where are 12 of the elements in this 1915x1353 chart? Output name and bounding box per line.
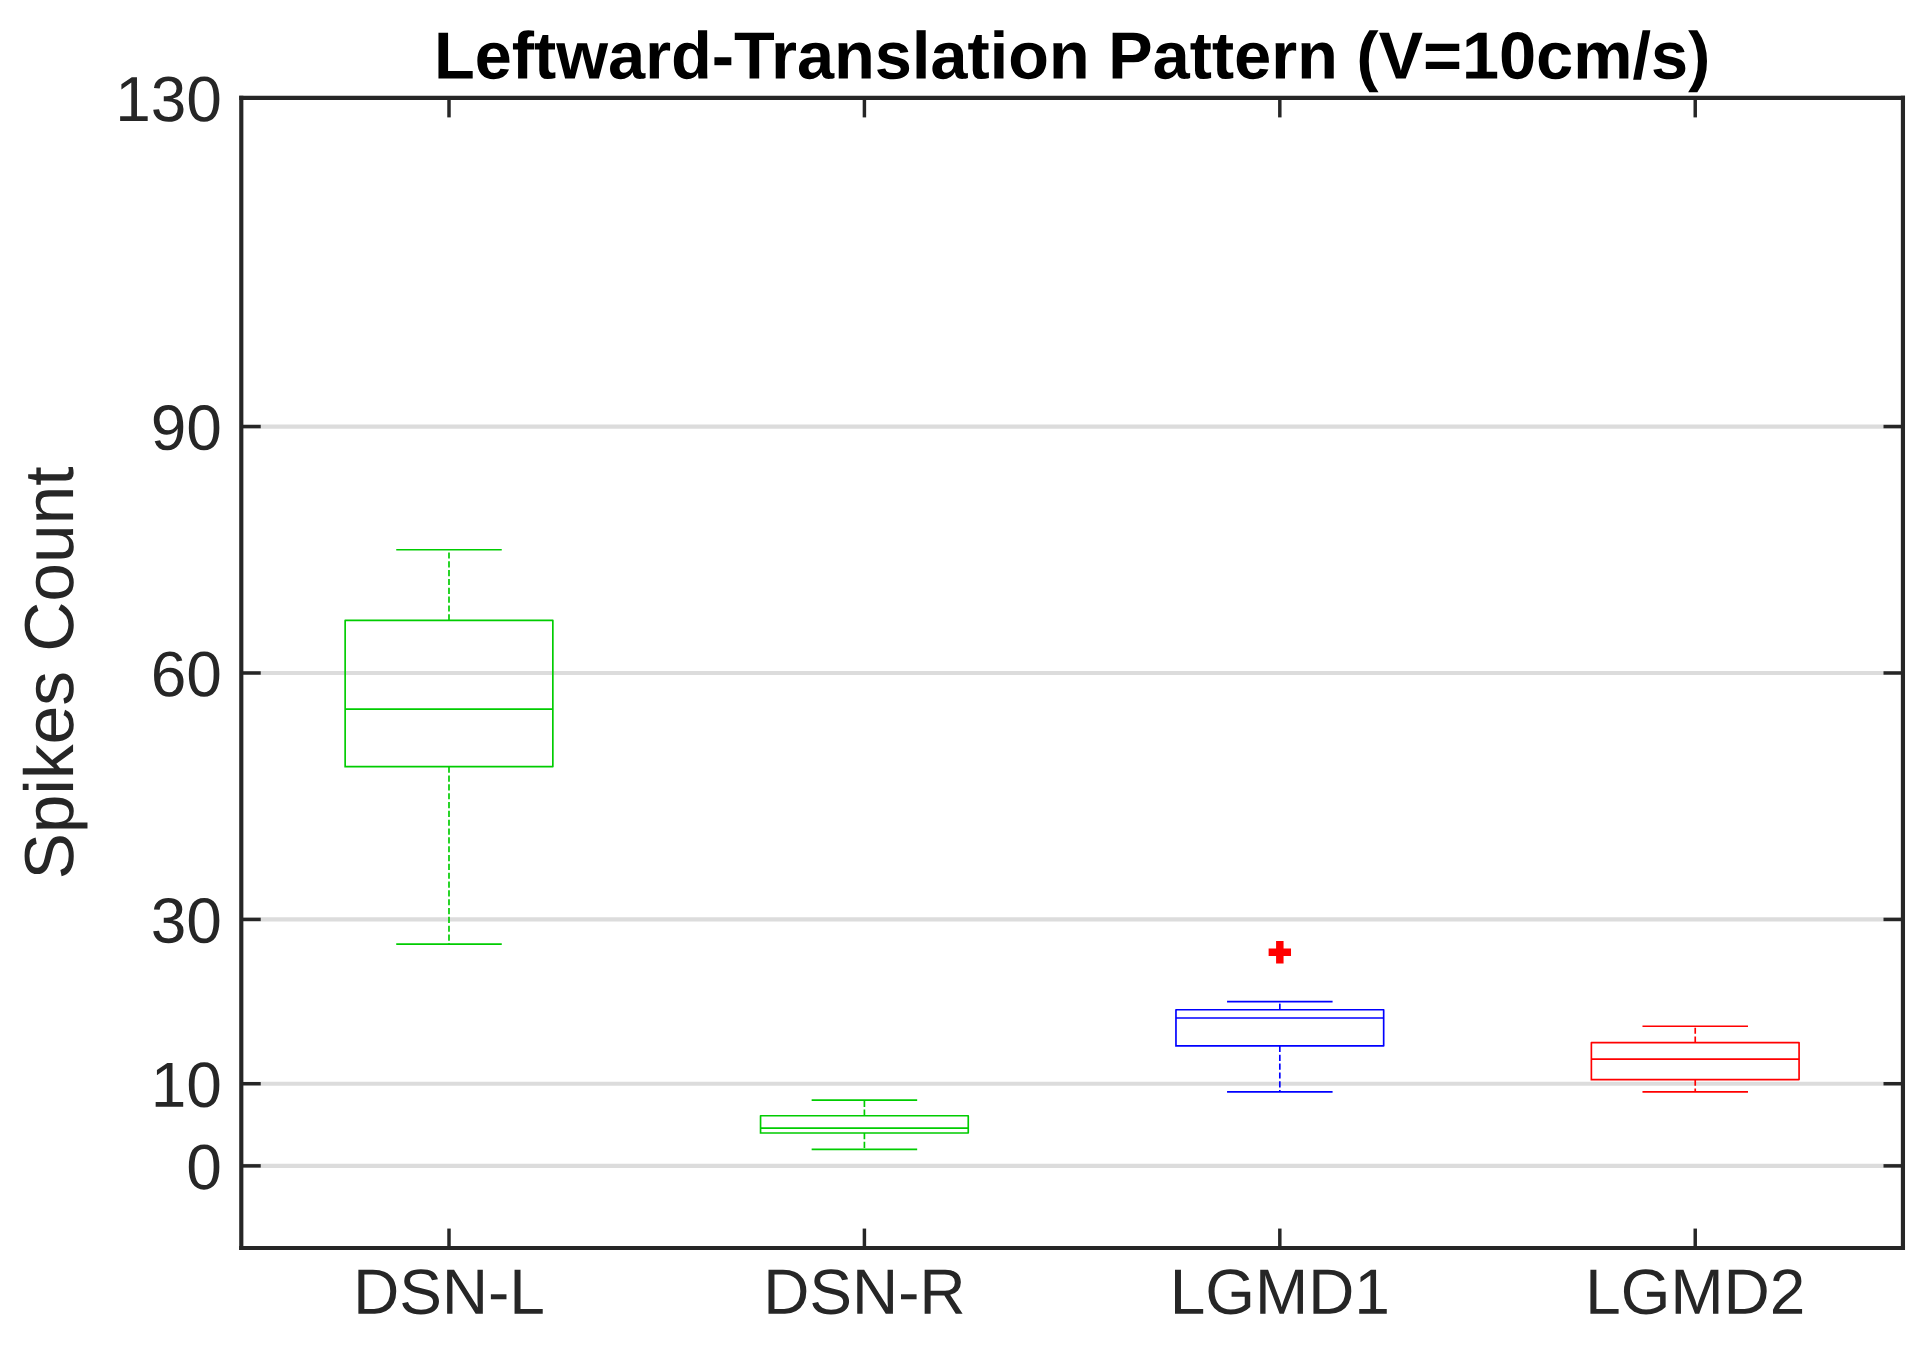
x-tick-label: DSN-L xyxy=(358,1269,543,1315)
y-tick-label: 0 xyxy=(188,1144,220,1190)
y-axis-title: Spikes Count xyxy=(22,466,88,877)
y-tick-label: 10 xyxy=(155,1062,220,1108)
y-tick-label: 30 xyxy=(153,897,220,944)
y-tick-label: 60 xyxy=(154,651,220,697)
x-tick-label: LGMD2 xyxy=(1590,1269,1803,1315)
x-tick-label: LGMD1 xyxy=(1175,1269,1387,1315)
y-tick-label: 90 xyxy=(153,405,220,451)
x-tick-label: DSN-R xyxy=(768,1269,963,1315)
y-tick-label: 130 xyxy=(120,76,220,122)
chart-title: Leftward-Translation Pattern (V=10cm/s) xyxy=(438,30,1707,93)
